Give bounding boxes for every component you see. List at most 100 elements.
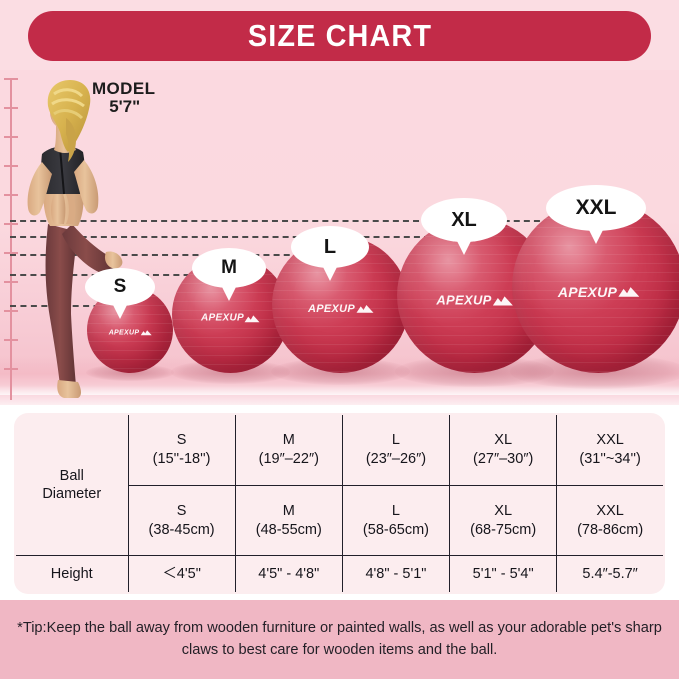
cell-diameter-in-l: L (23″–26″) xyxy=(341,415,451,486)
cell-height-xxl: 5.4″-5.7″ xyxy=(556,555,663,592)
size-range: (48-55cm) xyxy=(255,521,322,538)
model-label-text: MODEL xyxy=(92,79,156,98)
size-label: XL xyxy=(494,503,513,520)
height-dash-line-xxl xyxy=(10,220,550,222)
cell-height-xl: 5'1" - 5'4" xyxy=(449,555,558,592)
size-label: S xyxy=(176,503,187,520)
cell-diameter-in-s: S (15''-18'') xyxy=(127,415,236,486)
cell-diameter-in-m: M (19″–22″) xyxy=(234,415,343,486)
tip-text: *Tip:Keep the ball away from wooden furn… xyxy=(17,619,662,658)
size-bubble-label: L xyxy=(323,235,337,258)
bubble-tail xyxy=(456,239,472,255)
apexup-brand-logo: APEXUP xyxy=(557,283,640,300)
ruler-tick xyxy=(4,368,18,370)
size-range: (31''~34'') xyxy=(579,450,641,467)
cell-diameter-in-xl: XL (27″–30″) xyxy=(449,415,558,486)
cell-diameter-cm-s: S (38-45cm) xyxy=(127,484,236,557)
size-range: (68-75cm) xyxy=(470,521,537,538)
size-bubble-label: M xyxy=(221,257,237,278)
brand-text: APEXUP xyxy=(201,312,244,324)
cell-diameter-cm-l: L (58-65cm) xyxy=(341,484,451,557)
size-bubble-label: XXL xyxy=(575,196,617,219)
ruler-tick xyxy=(4,339,18,341)
floor-highlight xyxy=(0,385,679,395)
size-label: L xyxy=(391,503,400,520)
row-header-ball-diameter: Ball Diameter xyxy=(16,415,129,557)
size-label: XL xyxy=(494,432,513,449)
ruler-tick xyxy=(4,281,18,283)
cell-diameter-cm-xxl: XXL (78-86cm) xyxy=(556,484,663,557)
apexup-brand-logo: APEXUP xyxy=(436,292,513,308)
yoga-model-photo xyxy=(14,74,134,404)
bubble-tail xyxy=(588,228,604,244)
size-range: (19″–22″) xyxy=(258,450,319,467)
size-bubble-xxl: XXL xyxy=(546,185,646,244)
model-height-label: MODEL 5'7" xyxy=(92,79,156,117)
brand-text: APEXUP xyxy=(108,329,140,337)
size-chart-banner: SIZE CHART xyxy=(28,11,651,61)
size-label: M xyxy=(282,503,295,520)
mountain-icon xyxy=(356,305,374,313)
ruler-tick xyxy=(4,310,18,312)
size-bubble-s: S xyxy=(85,268,155,319)
height-ruler xyxy=(4,78,18,400)
brand-text: APEXUP xyxy=(307,302,356,315)
apexup-brand-logo: APEXUP xyxy=(109,329,152,336)
ruler-tick xyxy=(4,107,18,109)
brand-text: APEXUP xyxy=(436,292,492,308)
row-header-line1: Ball xyxy=(59,467,84,484)
mountain-icon xyxy=(244,314,260,322)
table-row-diameter-inches: Ball Diameter S (15''-18'') M (19″–22″) … xyxy=(16,415,663,557)
size-bubble-l: L xyxy=(291,226,369,281)
hero-illustration: MODEL 5'7" APEXUP S APEXUP M APEXUP L APEXUP XL… xyxy=(0,70,679,405)
bubble-tail xyxy=(221,285,237,301)
apexup-brand-logo: APEXUP xyxy=(307,302,374,315)
cell-height-l: 4'8" - 5'1" xyxy=(341,555,451,592)
size-label: XXL xyxy=(596,503,624,520)
cell-diameter-in-xxl: XXL (31''~34'') xyxy=(556,415,663,486)
size-table-zone: Ball Diameter S (15''-18'') M (19″–22″) … xyxy=(0,405,679,600)
ruler-tick xyxy=(4,252,18,254)
size-bubble-xl: XL xyxy=(421,198,507,255)
ruler-tick xyxy=(4,136,18,138)
brand-text: APEXUP xyxy=(557,283,618,300)
apexup-brand-logo: APEXUP xyxy=(201,313,260,324)
bubble-tail xyxy=(322,265,338,281)
cell-height-m: 4'5" - 4'8" xyxy=(234,555,343,592)
size-range: (78-86cm) xyxy=(577,521,644,538)
size-table: Ball Diameter S (15''-18'') M (19″–22″) … xyxy=(14,413,665,594)
ruler-tick xyxy=(4,223,18,225)
size-label: M xyxy=(282,432,295,449)
page-title: SIZE CHART xyxy=(247,18,432,53)
mountain-icon xyxy=(492,295,513,306)
height-dash-line-xl xyxy=(10,236,430,238)
size-range: (38-45cm) xyxy=(148,521,215,538)
row-header-height: Height xyxy=(16,555,129,592)
size-range: (15''-18'') xyxy=(152,450,211,467)
row-header-line2: Diameter xyxy=(42,486,102,503)
size-label: L xyxy=(391,432,400,449)
cell-diameter-cm-m: M (48-55cm) xyxy=(234,484,343,557)
size-bubble-label: S xyxy=(113,276,127,297)
ruler-tick xyxy=(4,194,18,196)
ruler-tick xyxy=(4,78,18,80)
size-range: (27″–30″) xyxy=(473,450,534,467)
height-dash-line-l xyxy=(10,254,310,256)
ruler-tick xyxy=(4,165,18,167)
cell-diameter-cm-xl: XL (68-75cm) xyxy=(449,484,558,557)
cell-height-s: ＜4'5" xyxy=(127,555,236,592)
mountain-icon xyxy=(140,330,152,336)
tip-banner: *Tip:Keep the ball away from wooden furn… xyxy=(0,600,679,679)
size-bubble-label: XL xyxy=(451,208,477,231)
size-bubble-m: M xyxy=(192,248,266,301)
header-zone: SIZE CHART xyxy=(0,0,679,70)
bubble-tail xyxy=(112,303,128,319)
table-row-height: Height ＜4'5" 4'5" - 4'8" 4'8" - 5'1" 5'1… xyxy=(16,555,663,592)
mountain-icon xyxy=(618,287,640,297)
size-range: (58-65cm) xyxy=(362,521,429,538)
size-label: XXL xyxy=(596,432,624,449)
table-row-diameter-cm: S (38-45cm) M (48-55cm) L (58-65cm) XL (… xyxy=(16,484,663,557)
size-range: (23″–26″) xyxy=(365,450,427,467)
size-label: S xyxy=(176,432,187,449)
